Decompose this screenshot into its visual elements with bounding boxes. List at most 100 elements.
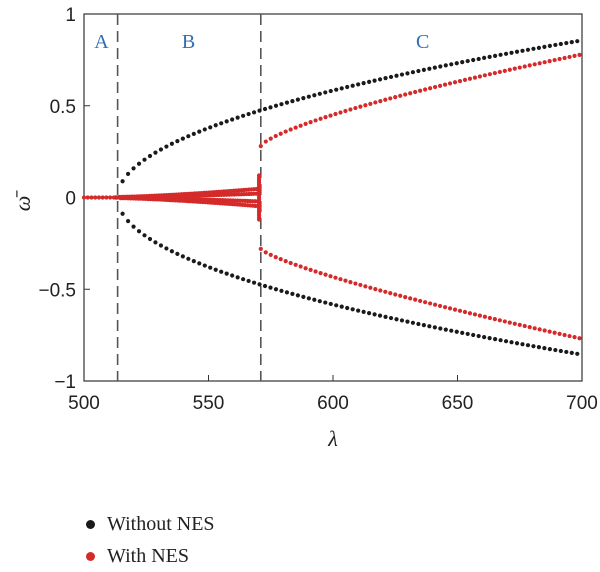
with-nes-point [318, 116, 323, 121]
without-nes-point [350, 307, 355, 312]
without-nes-point [273, 287, 279, 292]
without-nes-point [525, 343, 531, 348]
with-nes-point [502, 68, 507, 73]
with-nes-point [512, 321, 517, 326]
with-nes-point [388, 291, 393, 296]
without-nes-point [131, 224, 136, 229]
with-nes-point [348, 107, 353, 112]
without-nes-point [553, 347, 558, 353]
without-nes-point [487, 336, 492, 341]
without-nes-point [476, 56, 481, 62]
with-nes-point [353, 281, 358, 286]
with-nes-point [442, 305, 448, 310]
y-tick-label: −0.5 [38, 280, 76, 301]
with-nes-point [358, 104, 363, 109]
with-nes-point [572, 53, 577, 59]
without-nes-point [175, 251, 180, 256]
with-nes-point [517, 65, 522, 70]
with-nes-point [398, 93, 403, 98]
without-nes-point [471, 57, 476, 63]
without-nes-point [399, 72, 405, 77]
without-nes-point [564, 40, 569, 46]
without-nes-point [197, 129, 202, 134]
without-nes-point [262, 283, 268, 289]
without-nes-point [410, 70, 416, 75]
without-nes-point [427, 66, 432, 71]
with-nes-point [293, 262, 298, 267]
without-nes-point [449, 328, 454, 333]
with-nes-series [81, 52, 582, 341]
with-nes-point [338, 277, 343, 282]
without-nes-point [421, 323, 426, 328]
without-nes-point [191, 131, 196, 136]
without-nes-point [246, 278, 251, 284]
with-nes-point [273, 133, 278, 139]
without-nes-point [136, 229, 142, 234]
with-nes-point [283, 129, 288, 134]
x-tick-label: 650 [442, 393, 474, 414]
legend-marker-without-nes [86, 519, 95, 529]
with-nes-point [567, 333, 572, 339]
with-nes-point [378, 288, 383, 293]
with-nes-point [288, 260, 293, 266]
with-nes-point [263, 250, 268, 255]
without-nes-point [564, 349, 569, 355]
without-nes-point [169, 141, 174, 146]
with-nes-point [413, 297, 418, 302]
with-nes-point [383, 289, 388, 294]
x-tick-label: 550 [193, 393, 225, 414]
with-nes-point [353, 105, 358, 111]
without-nes-point [164, 144, 169, 149]
with-nes-point [256, 173, 262, 178]
with-nes-point [428, 86, 433, 91]
without-nes-point [230, 273, 235, 278]
without-nes-point [558, 41, 563, 47]
without-nes-point [405, 71, 410, 76]
with-nes-point [363, 284, 368, 289]
without-nes-point [153, 240, 158, 245]
with-nes-point [477, 74, 483, 79]
without-nes-point [465, 331, 470, 337]
without-nes-point [180, 254, 185, 259]
with-nes-point [418, 88, 423, 93]
with-nes-point [512, 66, 517, 71]
without-nes-point [569, 350, 574, 355]
region-label-c: C [416, 31, 429, 53]
without-nes-point [525, 47, 531, 52]
with-nes-point [437, 303, 443, 309]
without-nes-point [383, 314, 388, 319]
with-nes-point [85, 195, 90, 200]
with-nes-point [343, 278, 348, 283]
without-nes-point [306, 94, 311, 99]
with-nes-point [338, 110, 343, 115]
with-nes-point [278, 257, 283, 262]
without-nes-point [454, 329, 459, 334]
without-nes-point [306, 296, 311, 301]
y-axis-label: ω̄ [10, 190, 35, 212]
with-nes-point [423, 300, 428, 305]
region-label-a: A [94, 31, 109, 53]
with-nes-point [268, 252, 273, 257]
with-nes-point [557, 56, 562, 62]
x-tick-label: 500 [68, 393, 100, 414]
without-nes-point [372, 312, 377, 317]
without-nes-point [224, 119, 229, 124]
without-nes-point [147, 236, 153, 242]
without-nes-point [405, 319, 410, 324]
without-nes-point [514, 49, 520, 54]
with-nes-point [467, 311, 473, 316]
legend: Without NES With NES [86, 508, 215, 572]
with-nes-point [472, 75, 478, 80]
with-nes-point [567, 54, 572, 60]
without-nes-point [284, 290, 290, 295]
without-nes-point [334, 87, 339, 92]
with-nes-point [492, 70, 497, 76]
with-nes-point [547, 329, 552, 334]
with-nes-point [388, 96, 393, 101]
with-nes-point [328, 113, 333, 118]
without-nes-point [454, 61, 459, 66]
without-nes-point [367, 311, 372, 316]
with-nes-point [308, 267, 313, 272]
x-tick-label: 700 [566, 393, 598, 414]
without-nes-point [493, 337, 498, 342]
